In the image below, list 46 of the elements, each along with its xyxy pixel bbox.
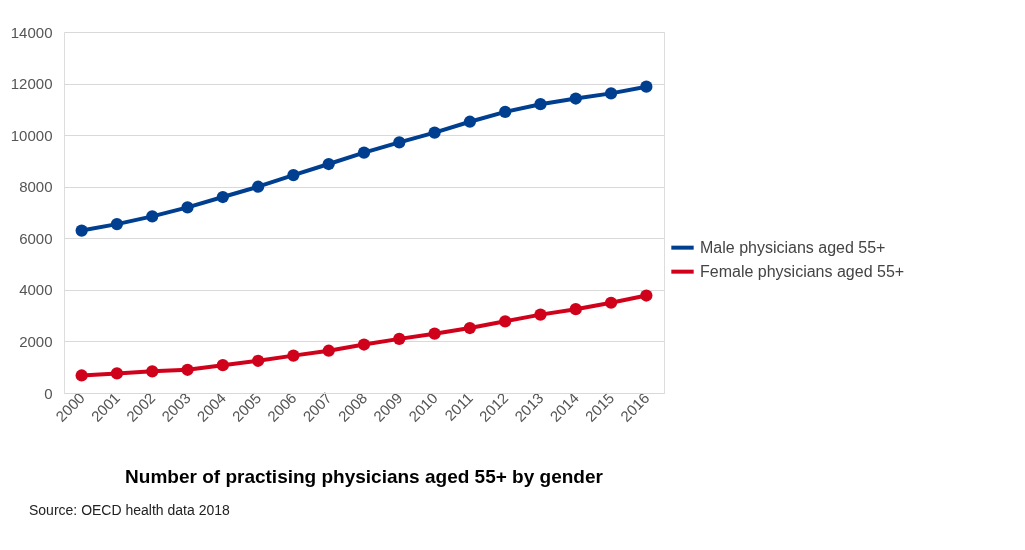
point [110,217,124,231]
point [604,296,618,309]
point [499,105,512,119]
point [146,365,159,378]
y-tick-label: 6000 [19,229,53,247]
y-tick-label: 8000 [19,178,53,196]
point [428,126,441,139]
point [357,338,371,351]
point [251,354,265,367]
legend-label: Male physicians aged 55+ [700,238,886,256]
point [604,87,618,100]
y-tick-label: 12000 [10,75,53,93]
point [75,224,88,237]
text: Number of practising physicians aged 55+ by gender [125,466,604,487]
point [110,367,124,380]
point [216,190,229,204]
point [251,180,265,193]
point [640,289,653,302]
point [146,210,159,223]
point [499,315,512,328]
point [640,80,653,93]
point [181,363,194,376]
point [463,115,477,128]
y-tick-label: 2000 [19,332,53,350]
point [463,321,477,335]
point [534,98,547,111]
point [322,157,335,171]
point [428,327,441,340]
point [75,369,88,382]
y-tick-label: 4000 [19,281,53,299]
point [393,332,406,345]
point [287,169,300,182]
point [216,359,229,372]
point [287,349,300,362]
point [569,92,582,105]
point [357,146,371,159]
source-note: Source: OECD health data 2018 [29,502,231,518]
legend-label: Female physicians aged 55+ [700,262,905,280]
point [322,344,335,357]
point [393,136,406,149]
point [181,201,194,214]
point [569,303,582,316]
point [534,308,547,321]
y-tick-label: 0 [44,384,53,402]
y-tick-label: 14000 [10,23,53,41]
y-tick-label: 10000 [10,126,53,144]
